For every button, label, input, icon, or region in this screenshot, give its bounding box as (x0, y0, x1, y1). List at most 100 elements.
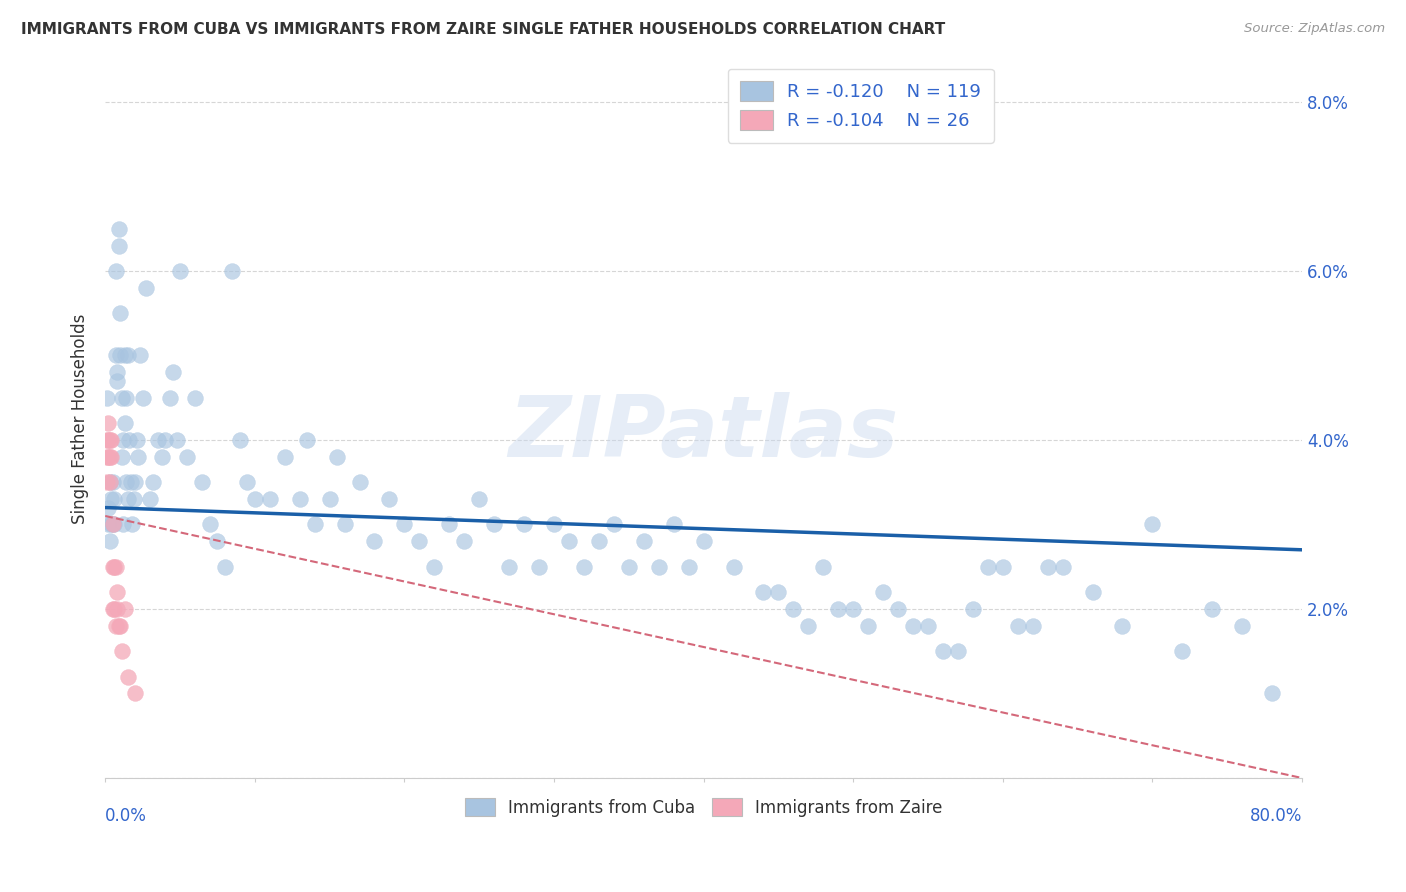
Point (146, 433, 169, 447)
Text: 0.0%: 0.0% (105, 806, 148, 825)
Point (603, 517, 626, 532)
Point (117, 492, 139, 507)
Point (243, 492, 266, 507)
Point (153, 433, 176, 447)
Point (115, 391, 138, 405)
Point (1111, 619, 1133, 633)
Point (326, 450, 349, 464)
Point (98, 450, 121, 464)
Point (633, 534, 655, 549)
Point (176, 450, 198, 464)
Point (1230, 619, 1253, 633)
Point (166, 433, 188, 447)
Point (723, 559, 745, 574)
Point (105, 585, 128, 599)
Point (100, 433, 122, 447)
Point (468, 492, 491, 507)
Point (108, 306, 131, 320)
Point (887, 602, 910, 616)
Point (124, 686, 146, 700)
Point (813, 559, 835, 574)
Point (946, 644, 969, 658)
Point (104, 348, 127, 362)
Point (103, 602, 125, 616)
Point (162, 365, 184, 379)
Point (120, 475, 142, 490)
Text: 80.0%: 80.0% (1250, 806, 1302, 825)
Point (142, 475, 165, 490)
Point (1261, 686, 1284, 700)
Point (692, 534, 714, 549)
Point (105, 365, 128, 379)
Point (1171, 644, 1194, 658)
Point (101, 559, 124, 574)
Point (797, 619, 820, 633)
Point (114, 416, 136, 430)
Point (191, 475, 214, 490)
Point (169, 264, 191, 278)
Point (221, 264, 243, 278)
Point (423, 559, 446, 574)
Point (105, 602, 128, 616)
Point (124, 475, 146, 490)
Point (1021, 619, 1043, 633)
Point (103, 517, 125, 532)
Point (121, 517, 143, 532)
Point (97, 450, 120, 464)
Point (288, 492, 311, 507)
Point (901, 619, 924, 633)
Point (96, 391, 118, 405)
Point (98, 433, 121, 447)
Point (107, 221, 129, 235)
Point (1201, 602, 1223, 616)
Point (112, 517, 135, 532)
Point (101, 517, 124, 532)
Point (97, 500, 120, 515)
Point (856, 619, 879, 633)
Point (678, 559, 700, 574)
Point (117, 670, 139, 684)
Point (236, 475, 259, 490)
Point (662, 517, 685, 532)
Point (333, 517, 356, 532)
Point (1052, 559, 1074, 574)
Point (647, 559, 669, 574)
Point (207, 534, 229, 549)
Point (482, 517, 505, 532)
Point (118, 433, 141, 447)
Point (229, 433, 252, 447)
Point (513, 517, 536, 532)
Point (842, 602, 865, 616)
Point (1007, 619, 1029, 633)
Point (932, 644, 955, 658)
Point (408, 534, 430, 549)
Point (135, 281, 157, 295)
Point (103, 492, 125, 507)
Point (97, 416, 120, 430)
Point (150, 450, 173, 464)
Point (349, 475, 371, 490)
Point (1036, 559, 1059, 574)
Point (752, 585, 775, 599)
Point (108, 619, 131, 633)
Point (101, 602, 124, 616)
Point (97, 517, 120, 532)
Point (543, 517, 565, 532)
Point (112, 433, 135, 447)
Point (104, 559, 127, 574)
Point (115, 475, 138, 490)
Point (214, 559, 236, 574)
Point (558, 534, 581, 549)
Point (768, 585, 790, 599)
Legend: Immigrants from Cuba, Immigrants from Zaire: Immigrants from Cuba, Immigrants from Za… (458, 791, 949, 823)
Point (100, 450, 122, 464)
Point (98, 475, 121, 490)
Point (114, 348, 136, 362)
Point (527, 559, 550, 574)
Point (111, 644, 134, 658)
Point (498, 559, 520, 574)
Point (318, 492, 340, 507)
Point (159, 391, 181, 405)
Point (104, 619, 127, 633)
Point (111, 391, 134, 405)
